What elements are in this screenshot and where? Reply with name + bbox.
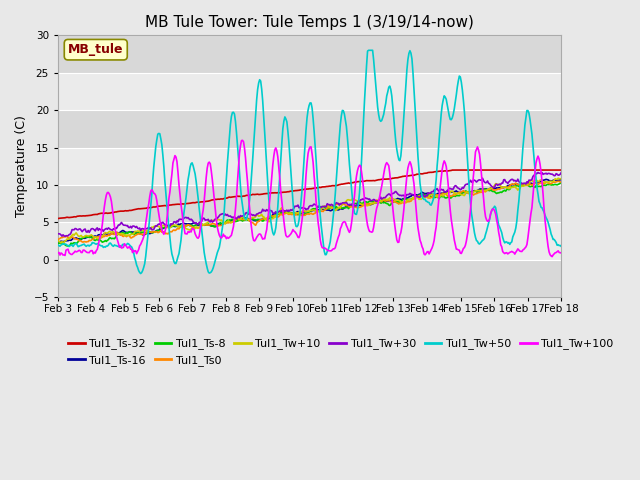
Legend: Tul1_Ts-32, Tul1_Ts-16, Tul1_Ts-8, Tul1_Ts0, Tul1_Tw+10, Tul1_Tw+30, Tul1_Tw+50,: Tul1_Ts-32, Tul1_Ts-16, Tul1_Ts-8, Tul1_… bbox=[63, 334, 618, 370]
Text: MB_tule: MB_tule bbox=[68, 43, 124, 56]
Bar bbox=[58, 260, 561, 297]
Bar bbox=[58, 185, 561, 222]
Bar bbox=[58, 73, 561, 110]
Bar bbox=[58, 36, 561, 73]
Title: MB Tule Tower: Tule Temps 1 (3/19/14-now): MB Tule Tower: Tule Temps 1 (3/19/14-now… bbox=[145, 15, 474, 30]
Bar bbox=[58, 147, 561, 185]
Bar bbox=[58, 110, 561, 147]
Bar bbox=[58, 222, 561, 260]
Y-axis label: Temperature (C): Temperature (C) bbox=[15, 115, 28, 217]
